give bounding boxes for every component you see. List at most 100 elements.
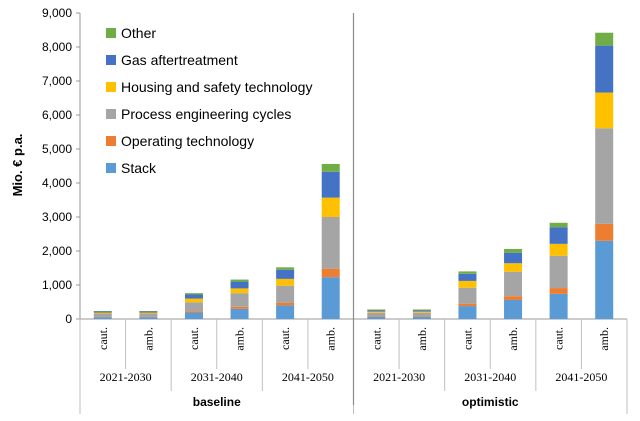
y-tick-label: 4,000 (42, 176, 72, 190)
bar-segment (367, 316, 386, 317)
bar-segment (504, 296, 523, 300)
bar-segment (321, 277, 340, 319)
bar-segment (276, 305, 295, 319)
bar-segment (321, 171, 340, 198)
bar-segment (367, 316, 386, 319)
bar-segment (276, 302, 295, 306)
legend-swatch (106, 82, 116, 92)
bar-segment (93, 317, 112, 319)
legend-label: Other (121, 25, 156, 41)
x-scenario-label: baseline (193, 395, 241, 409)
bar-segment (93, 311, 112, 312)
bar-segment (321, 163, 340, 172)
bar-segment (412, 316, 431, 319)
bar-segment (458, 287, 477, 304)
bar-segment (321, 268, 340, 278)
legend-swatch (106, 163, 116, 173)
bar-segment (458, 303, 477, 307)
legend-label: Gas aftertreatment (121, 52, 238, 68)
bar-segment (412, 316, 431, 317)
bar-segment (458, 273, 477, 281)
legend-swatch (106, 28, 116, 38)
bar-segment (321, 217, 340, 269)
bar-segment (184, 302, 203, 312)
bar-segment (230, 281, 249, 289)
bar-segment (549, 293, 568, 319)
y-tick-label: 2,000 (42, 244, 72, 258)
x-category-label: caut. (460, 327, 474, 350)
legend-label: Operating technology (121, 133, 254, 149)
x-category-label: amb. (233, 327, 247, 351)
legend-label: Housing and safety technology (121, 79, 312, 95)
bar-segment (139, 313, 158, 317)
bar-segment (458, 280, 477, 288)
x-category-label: caut. (278, 327, 292, 350)
x-category-labels: caut. amb. caut. amb. caut. amb. caut. amb. caut… (96, 327, 611, 409)
bar-segment (412, 312, 431, 317)
bar-segment (549, 255, 568, 289)
bar-segment (276, 285, 295, 303)
y-tick-label: 5,000 (42, 142, 72, 156)
bar-segment (184, 294, 203, 299)
bar-segment (93, 313, 112, 317)
x-period-label: 2021-2030 (100, 370, 152, 384)
bar-segment (595, 223, 614, 241)
y-tick-label: 3,000 (42, 210, 72, 224)
bar-segment (504, 271, 523, 297)
x-scenario-label: optimistic (462, 395, 519, 409)
bar-segment (184, 293, 203, 295)
y-tick-label: 8,000 (42, 40, 72, 54)
bar-segment (458, 306, 477, 319)
bar-segment (595, 128, 614, 224)
bar-segment (458, 271, 477, 274)
y-tick-label: 1,000 (42, 278, 72, 292)
bar-segment (367, 310, 386, 312)
x-period-label: 2021-2030 (373, 370, 425, 384)
x-category-label: caut. (369, 327, 383, 350)
x-category-label: amb. (415, 327, 429, 351)
bar-segment (595, 32, 614, 46)
y-tick-label: 6,000 (42, 108, 72, 122)
bars (93, 32, 614, 319)
y-tick-label: 0 (65, 312, 72, 326)
bar-segment (549, 222, 568, 228)
bar-segment (230, 308, 249, 319)
bar-segment (367, 309, 386, 311)
legend-swatch (106, 55, 116, 65)
bar-segment (367, 312, 386, 317)
bar-segment (276, 267, 295, 270)
x-category-label: amb. (597, 327, 611, 351)
x-category-label: caut. (187, 327, 201, 350)
bar-segment (139, 311, 158, 313)
bar-segment (549, 243, 568, 256)
x-category-label: caut. (96, 327, 110, 350)
axes: 0 1,000 2,000 3,000 4,000 5,000 6,000 7,000 8,00… (42, 6, 628, 414)
legend: Other Gas aftertreatment Housing and safet… (106, 25, 312, 176)
bar-segment (230, 306, 249, 309)
bar-segment (549, 227, 568, 244)
x-period-label: 2041-2050 (282, 370, 334, 384)
bar-segment (93, 311, 112, 313)
bar-segment (367, 311, 386, 313)
bar-segment (412, 310, 431, 312)
legend-label: Stack (121, 160, 157, 176)
bar-segment (504, 263, 523, 272)
legend-swatch (106, 136, 116, 146)
bar-segment (93, 316, 112, 318)
bar-segment (230, 279, 249, 282)
bar-segment (595, 92, 614, 129)
bar-segment (139, 311, 158, 312)
bar-segment (595, 240, 614, 319)
bar-segment (412, 311, 431, 313)
bar-segment (230, 288, 249, 294)
bar-segment (139, 316, 158, 318)
legend-swatch (106, 109, 116, 119)
x-period-label: 2031-2040 (191, 370, 243, 384)
x-category-label: caut. (552, 327, 566, 350)
bar-segment (276, 269, 295, 279)
bar-segment (504, 248, 523, 253)
bar-segment (184, 298, 203, 303)
bar-segment (549, 288, 568, 294)
